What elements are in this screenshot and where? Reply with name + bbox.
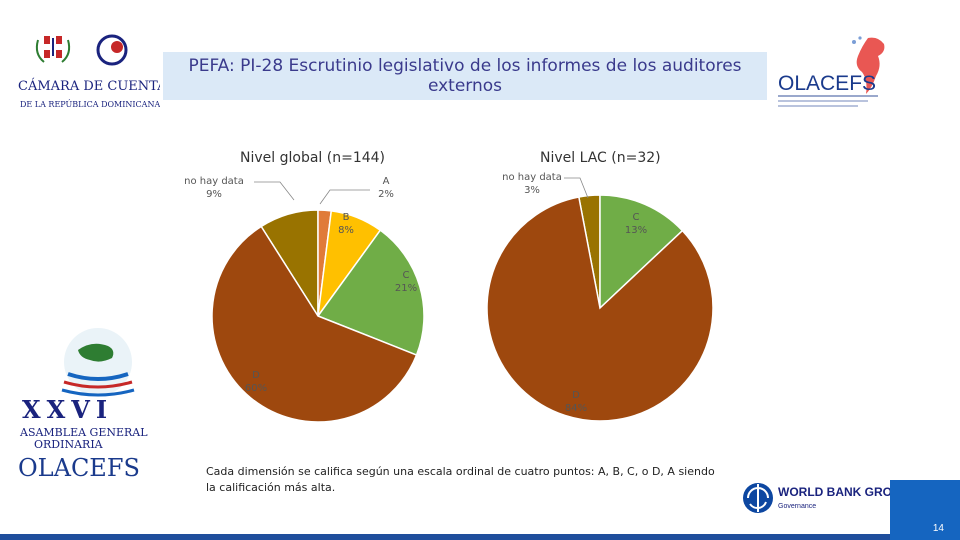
slice-value-d: 60%: [245, 383, 267, 394]
pie-slice-d: [211, 225, 418, 423]
emblem-line3: OLACEFS: [18, 454, 140, 482]
slice-label-c: C: [633, 212, 640, 223]
coat-of-arms-icon: [35, 36, 71, 63]
slice-value-no-hay-data: 3%: [524, 185, 540, 196]
slice-label-no-hay-data: no hay data: [184, 176, 244, 187]
world-bank-logo: WORLD BANK GROUP Governance: [742, 478, 914, 520]
olacefs-logo: OLACEFS: [776, 32, 906, 112]
slice-label-a: A: [383, 176, 390, 187]
island-globe-icon: [61, 328, 135, 397]
camara-emblem-icon: [96, 34, 128, 66]
americas-map-icon: [856, 37, 885, 94]
world-bank-wordmark: WORLD BANK GROUP: [778, 485, 909, 499]
bottom-accent-bar: [0, 534, 960, 540]
slice-value-c: 13%: [625, 225, 647, 236]
slice-value-d: 84%: [565, 403, 587, 414]
leader-line-no-hay-data: [254, 181, 295, 201]
camara-de-cuentas-logo: CÁMARA DE CUENTAS DE LA REPÚBLICA DOMINI…: [14, 30, 175, 114]
slice-value-b: 8%: [338, 225, 354, 236]
slice-label-c: C: [403, 270, 410, 281]
pie-slice-c: [599, 194, 684, 310]
slice-value-no-hay-data: 9%: [206, 189, 222, 200]
corner-accent: [890, 480, 960, 540]
slide-title: PEFA: PI-28 Escrutinio legislativo de lo…: [163, 52, 767, 100]
camara-logo-line1: CÁMARA DE CUENTAS: [18, 78, 160, 94]
xxvi-asamblea-emblem: XXVI ASAMBLEA GENERAL ORDINARIA OLACEFS: [18, 322, 160, 484]
leader-line-no-hay-data: [564, 177, 589, 199]
world-bank-subtitle: Governance: [778, 503, 816, 510]
emblem-line1: ASAMBLEA GENERAL: [19, 426, 148, 439]
scale-footnote: Cada dimensión se califica según una esc…: [206, 465, 715, 494]
pie-chart-global: no hay data 9% A 2% B 8% C 21% D 60%: [184, 176, 425, 423]
slice-label-no-hay-data: no hay data: [502, 172, 562, 183]
slice-value-c: 21%: [395, 283, 417, 294]
emblem-line2: ORDINARIA: [34, 438, 104, 451]
pie-slice-c: [316, 229, 425, 356]
emblem-numeral: XXVI: [22, 395, 113, 424]
slice-label-d: D: [252, 370, 260, 381]
olacefs-wordmark: OLACEFS: [778, 72, 876, 95]
leader-line-a: [319, 189, 370, 205]
slice-label-b: B: [343, 212, 350, 223]
world-bank-globe-icon: [743, 483, 773, 513]
pie-chart-lac: no hay data 3% C 13% D 84%: [486, 172, 714, 422]
slice-value-a: 2%: [378, 189, 394, 200]
chart-title-global: Nivel global (n=144): [240, 150, 385, 166]
camara-logo-line2: DE LA REPÚBLICA DOMINICANA: [20, 100, 160, 109]
page-number: 14: [932, 523, 944, 534]
pie-slice-d: [486, 196, 714, 422]
slice-label-d: D: [572, 390, 580, 401]
chart-title-lac: Nivel LAC (n=32): [540, 150, 661, 166]
